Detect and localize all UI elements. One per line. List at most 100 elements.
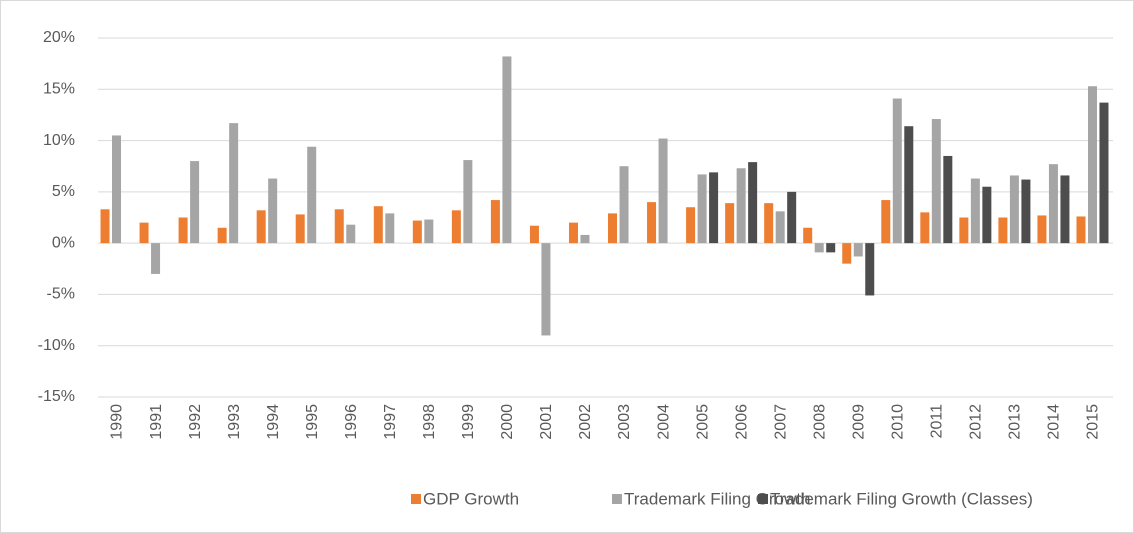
- x-tick-label: 2008: [811, 404, 828, 440]
- y-tick-label: 5%: [52, 183, 75, 200]
- bar: [268, 178, 278, 244]
- bar: [580, 234, 590, 244]
- bar: [373, 206, 383, 244]
- legend-label: Trademark Filing Growth (Classes): [770, 489, 1033, 508]
- x-tick-label: 1992: [187, 404, 204, 440]
- bar: [904, 126, 914, 244]
- x-tick-label: 1990: [109, 404, 126, 440]
- x-tick-label: 1997: [382, 404, 399, 440]
- bar: [920, 212, 930, 244]
- bar: [931, 119, 941, 244]
- bar: [619, 166, 629, 244]
- x-tick-label: 1995: [304, 404, 321, 440]
- bar: [943, 155, 953, 244]
- bar: [346, 224, 356, 244]
- x-tick-label: 2004: [655, 404, 672, 440]
- bar: [853, 243, 863, 257]
- bar: [709, 172, 719, 244]
- y-tick-label: 20%: [43, 29, 75, 46]
- legend-swatch: [411, 494, 421, 504]
- x-tick-label: 1991: [148, 404, 165, 440]
- bar: [1009, 175, 1019, 244]
- bar: [842, 243, 852, 264]
- bar: [178, 217, 188, 244]
- bar: [568, 222, 578, 244]
- x-tick-label: 2005: [694, 404, 711, 440]
- bar: [541, 243, 551, 336]
- bar: [697, 174, 707, 244]
- x-tick-label: 2013: [1007, 404, 1024, 440]
- bar: [1048, 164, 1058, 244]
- bar: [814, 243, 824, 253]
- y-tick-label: 0%: [52, 234, 75, 251]
- bar: [451, 210, 461, 244]
- bar: [865, 243, 875, 296]
- bar: [502, 56, 512, 244]
- bar: [1060, 175, 1070, 244]
- legend-swatch: [612, 494, 622, 504]
- bar: [217, 227, 227, 244]
- bar: [686, 207, 696, 244]
- bar: [787, 191, 797, 244]
- bar: [881, 200, 891, 244]
- x-tick-label: 1996: [343, 404, 360, 440]
- bar: [998, 217, 1008, 244]
- bar: [463, 160, 473, 244]
- bar: [775, 211, 785, 244]
- x-tick-label: 2012: [968, 404, 985, 440]
- y-tick-label: 10%: [43, 132, 75, 149]
- bar: [412, 220, 422, 244]
- x-tick-label: 2006: [733, 404, 750, 440]
- bar: [608, 213, 618, 244]
- bar: [307, 146, 317, 244]
- x-tick-label: 2001: [538, 404, 555, 440]
- x-tick-label: 2003: [616, 404, 633, 440]
- bar: [1099, 102, 1109, 244]
- bar: [256, 210, 266, 244]
- x-tick-label: 1998: [421, 404, 438, 440]
- bar: [764, 203, 774, 244]
- bar: [982, 186, 992, 244]
- x-tick-label: 2014: [1046, 404, 1063, 440]
- bar: [1076, 216, 1086, 244]
- legend-label: GDP Growth: [423, 489, 519, 508]
- y-tick-label: -15%: [38, 388, 75, 405]
- bar: [892, 98, 902, 244]
- bar: [490, 200, 500, 244]
- bar: [112, 135, 122, 244]
- bar: [190, 161, 200, 244]
- x-tick-label: 2002: [577, 404, 594, 440]
- x-tick-label: 2011: [929, 404, 946, 439]
- bar: [334, 209, 344, 244]
- bar: [803, 227, 813, 244]
- bar: [151, 243, 161, 274]
- x-tick-label: 1994: [265, 404, 282, 440]
- bar: [826, 243, 836, 253]
- bar: [385, 213, 395, 244]
- bar: [139, 222, 149, 244]
- x-tick-label: 2015: [1085, 404, 1102, 440]
- y-tick-label: -10%: [38, 337, 75, 354]
- bar: [725, 203, 735, 244]
- bar: [736, 168, 746, 244]
- bar: [529, 225, 539, 244]
- bar: [229, 123, 239, 244]
- bar: [748, 162, 758, 244]
- y-tick-label: 15%: [43, 81, 75, 98]
- bar: [1021, 179, 1031, 244]
- y-tick-label: -5%: [47, 286, 75, 303]
- x-tick-label: 2010: [890, 404, 907, 440]
- x-tick-label: 2000: [499, 404, 516, 440]
- bar: [295, 214, 305, 244]
- bar: [100, 209, 110, 244]
- bar: [647, 202, 657, 244]
- x-tick-label: 2007: [772, 404, 789, 440]
- bar: [1037, 215, 1047, 244]
- legend: GDP Growth Trademark Filing GrowthTradema…: [411, 489, 1033, 508]
- bar: [1087, 86, 1097, 244]
- bar: [959, 217, 969, 244]
- bar: [970, 178, 980, 244]
- bar: [424, 219, 434, 244]
